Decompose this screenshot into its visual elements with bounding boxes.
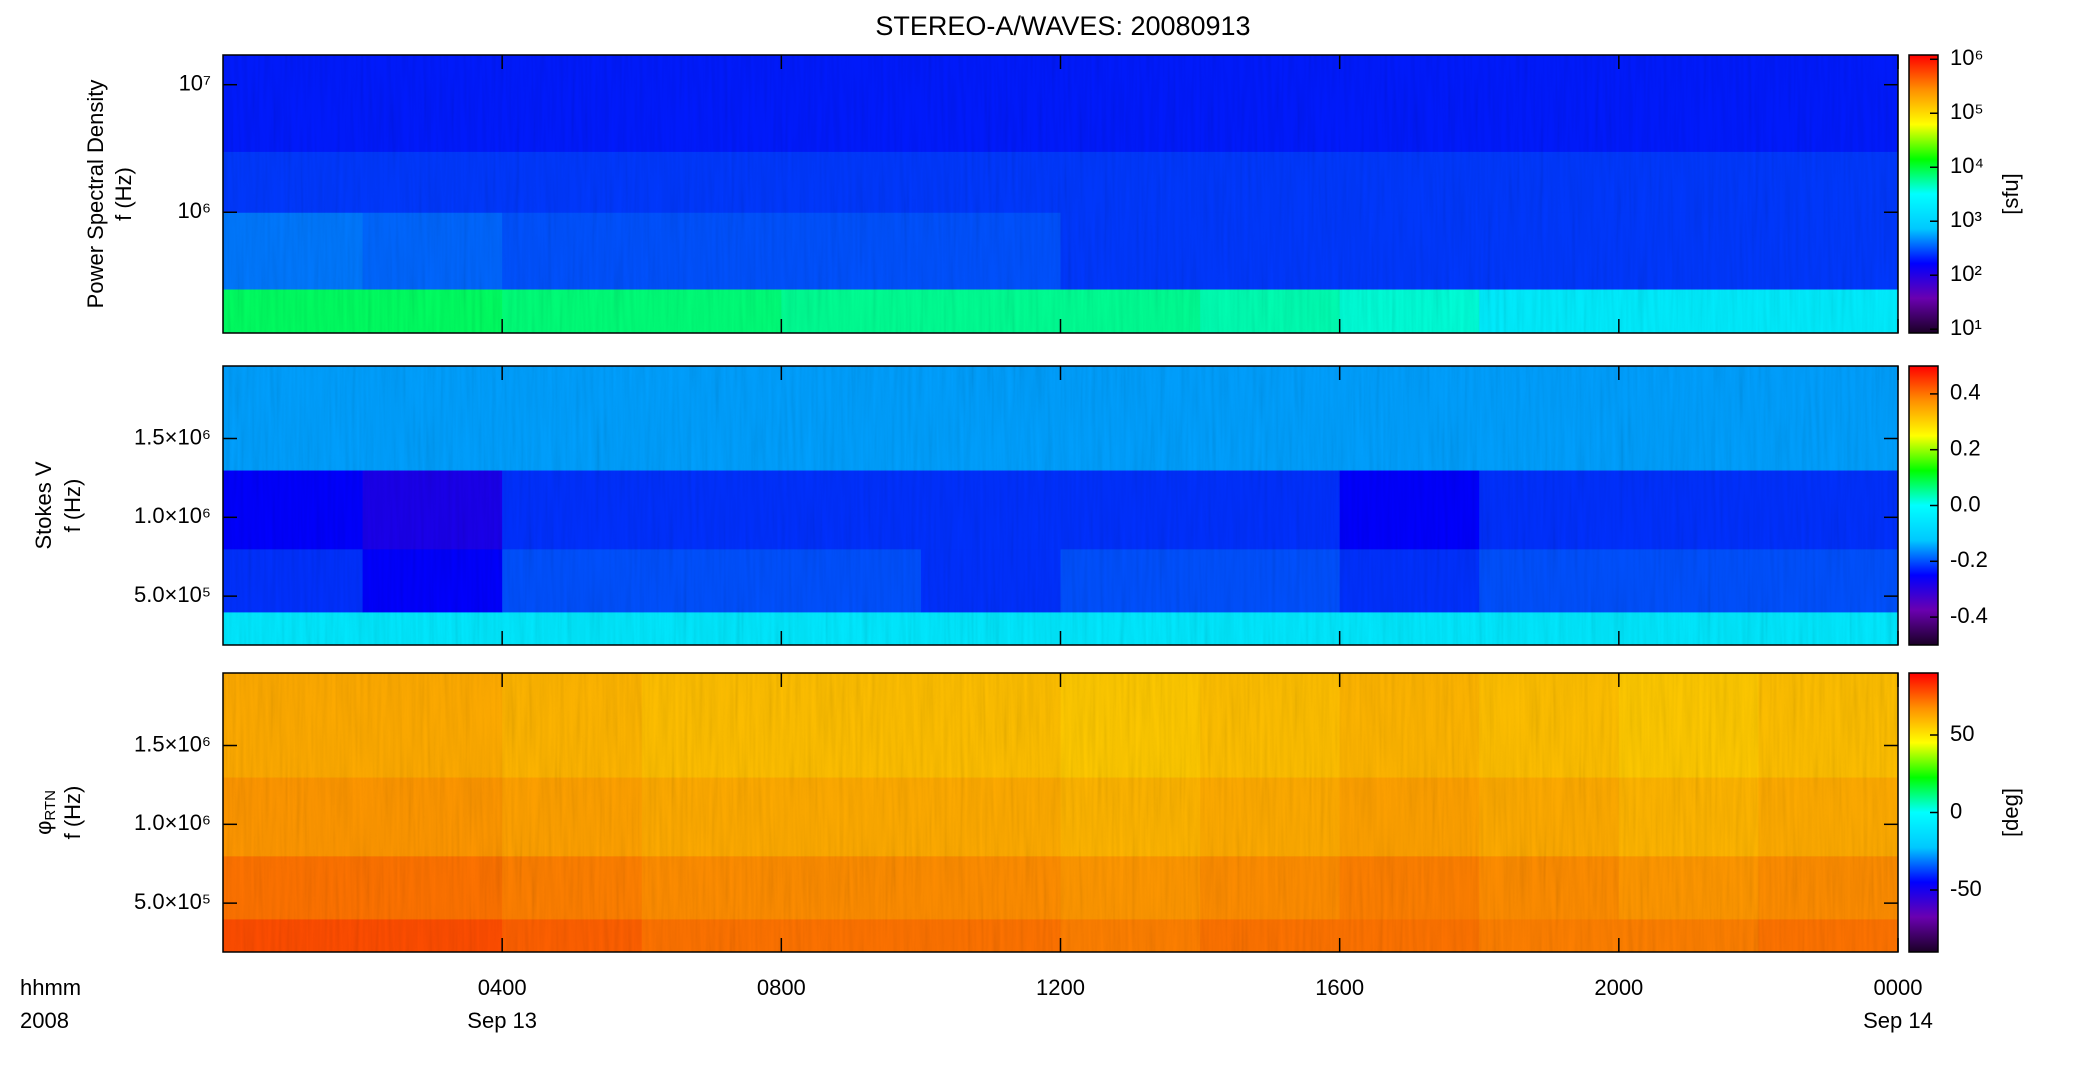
colorbar-tick-label: 10⁴	[1950, 153, 1984, 178]
colorbar-tick-label: 10⁵	[1950, 99, 1984, 124]
y-axis-label: f (Hz)	[60, 786, 85, 840]
colorbar-tick-label: -0.2	[1950, 547, 1988, 572]
colorbar	[1908, 54, 1939, 334]
colorbar-tick-label: 10²	[1950, 261, 1982, 286]
x-tick-label: 0000	[1874, 975, 1923, 1000]
y-axis-label: f (Hz)	[111, 167, 136, 221]
colorbar-tick-label: 10³	[1950, 207, 1982, 232]
y-axis-label-sub: RTN	[42, 790, 59, 821]
colorbar-tick-label: 50	[1950, 721, 1974, 746]
colorbar-tick-label: 0.2	[1950, 436, 1981, 461]
x-axis-label: 2008	[20, 1008, 69, 1033]
y-tick-label: 1.0×10⁶	[134, 810, 211, 835]
x-tick-label: 1600	[1315, 975, 1364, 1000]
y-axis-label: φRTN	[31, 790, 59, 835]
texture	[223, 55, 1898, 333]
y-tick-label: 5.0×10⁵	[134, 889, 211, 914]
y-tick-label: 10⁶	[177, 198, 211, 223]
colorbar-tick-label: 10⁶	[1950, 45, 1984, 70]
y-axis-label: f (Hz)	[60, 479, 85, 533]
x-tick-label: 0800	[757, 975, 806, 1000]
texture	[223, 366, 1898, 645]
colorbar-label: [sfu]	[1998, 173, 2023, 215]
y-tick-label: 10⁷	[179, 71, 211, 96]
y-axis-label: Stokes V	[31, 461, 56, 549]
colorbar-label: [deg]	[1998, 788, 2023, 837]
colorbar-tick-label: 10¹	[1950, 315, 1982, 340]
x-tick-label: 2000	[1594, 975, 1643, 1000]
y-tick-label: 1.0×10⁶	[134, 503, 211, 528]
colorbar-tick-label: 0	[1950, 798, 1962, 823]
x-date-label: Sep 13	[467, 1008, 537, 1033]
chart-title: STEREO-A/WAVES: 20080913	[875, 11, 1250, 41]
x-date-label: Sep 14	[1863, 1008, 1933, 1033]
y-axis-label: Power Spectral Density	[83, 80, 108, 309]
y-tick-label: 1.5×10⁶	[134, 424, 211, 449]
texture	[223, 673, 1898, 952]
x-tick-label: 1200	[1036, 975, 1085, 1000]
x-tick-label: 0400	[478, 975, 527, 1000]
colorbar-tick-label: 0.0	[1950, 491, 1981, 516]
y-axis-label-main: φ	[31, 821, 56, 835]
colorbar-tick-label: 0.4	[1950, 380, 1981, 405]
y-tick-label: 1.5×10⁶	[134, 731, 211, 756]
x-axis-label: hhmm	[20, 975, 81, 1000]
colorbar-tick-label: -0.4	[1950, 603, 1988, 628]
y-tick-label: 5.0×10⁵	[134, 582, 211, 607]
colorbar-tick-label: -50	[1950, 876, 1982, 901]
